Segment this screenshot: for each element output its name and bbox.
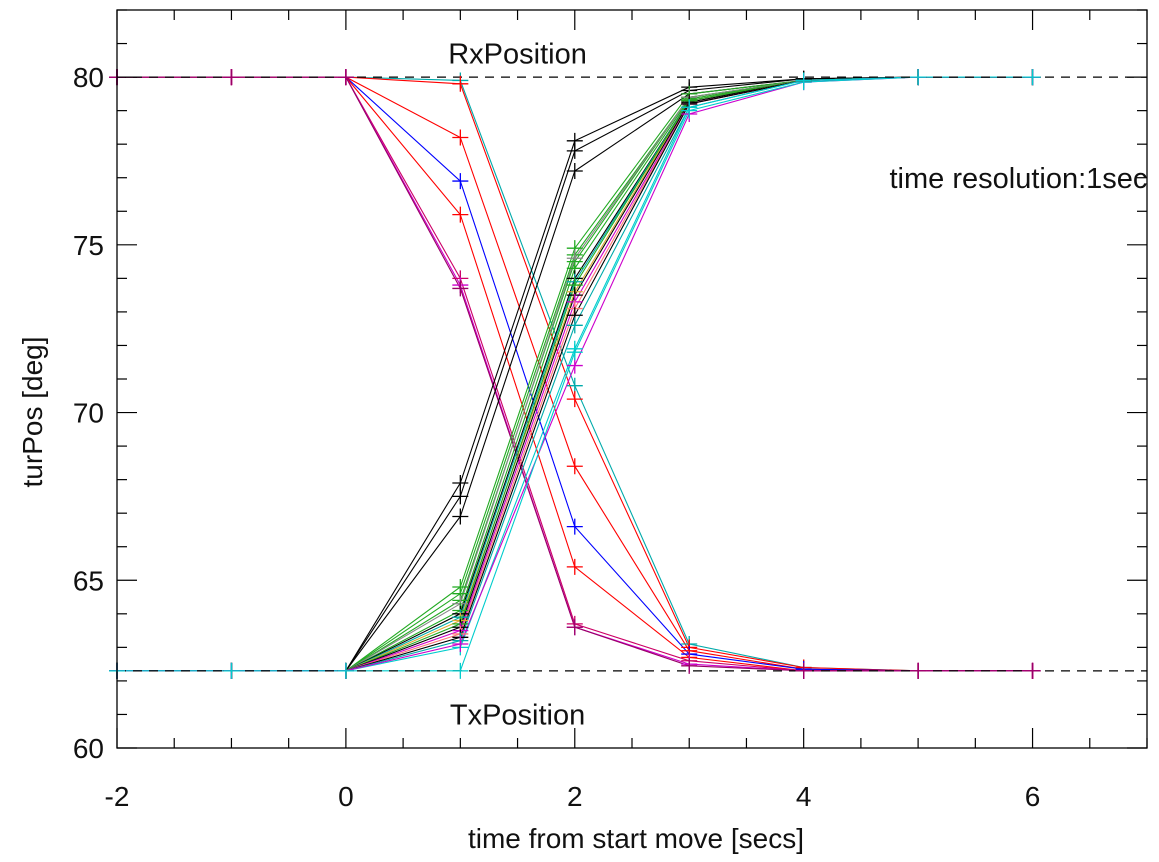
annotations: RxPosition TxPosition time resolution:1sec [448, 39, 1147, 732]
series-27-point-4 [566, 344, 583, 361]
series-1-point-4 [566, 391, 583, 408]
y-tick-label: 70 [73, 398, 104, 429]
axis-ticks [116, 9, 1148, 749]
y-tick-label: 80 [73, 62, 104, 93]
tick-labels: -2 0 2 4 6 60 65 70 75 80 [73, 62, 1041, 812]
series-24-point-4 [566, 317, 583, 334]
series-27-point-5 [681, 102, 698, 119]
y-tick-label: 65 [73, 565, 104, 596]
annotation-2: time resolution:1sec [890, 163, 1148, 195]
x-axis-label: time from start move [secs] [468, 823, 804, 854]
x-tick-label: -2 [105, 781, 130, 812]
x-tick-label: 2 [567, 781, 583, 812]
x-tick-label: 0 [338, 781, 354, 812]
series-4-point-3 [452, 206, 469, 223]
annotation-0: RxPosition [448, 39, 587, 71]
series-7-point-5 [681, 657, 698, 674]
series-7-point-6 [795, 662, 812, 679]
series-1-point-3 [452, 75, 469, 92]
series-3-point-4 [566, 518, 583, 535]
series-7-point-7 [910, 662, 927, 679]
data-points [109, 69, 1041, 679]
x-tick-label: 6 [1025, 781, 1041, 812]
reference-lines [117, 76, 1147, 672]
series-2-point-3 [452, 129, 469, 146]
series-27-point-3 [452, 662, 469, 679]
series-26-point-3 [452, 636, 469, 653]
series-0-point-4 [566, 377, 583, 394]
series-10-point-4 [566, 163, 583, 180]
y-axis-label: turPos [deg] [17, 337, 48, 488]
y-tick-label: 75 [73, 230, 104, 261]
series-27-point-1 [223, 662, 240, 679]
series-7-point-8 [1024, 662, 1041, 679]
series-9-point-3 [452, 488, 469, 505]
series-4-point-4 [566, 558, 583, 575]
series-3-point-3 [452, 173, 469, 190]
series-7-point-1 [223, 69, 240, 86]
annotation-1: TxPosition [450, 700, 585, 732]
series-10-point-3 [452, 508, 469, 525]
series-27-point-7 [910, 69, 927, 86]
series-26-point-4 [566, 357, 583, 374]
series-7-point-2 [337, 69, 354, 86]
series-27-point-8 [1024, 69, 1041, 86]
series-2-point-4 [566, 458, 583, 475]
series-9-point-4 [566, 142, 583, 159]
x-tick-label: 4 [796, 781, 812, 812]
series-8-point-3 [452, 474, 469, 491]
series-27-point-2 [337, 662, 354, 679]
series-7-point-4 [566, 619, 583, 636]
y-tick-label: 60 [73, 733, 104, 764]
series-27-point-6 [795, 74, 812, 91]
series-7-point-3 [452, 280, 469, 297]
